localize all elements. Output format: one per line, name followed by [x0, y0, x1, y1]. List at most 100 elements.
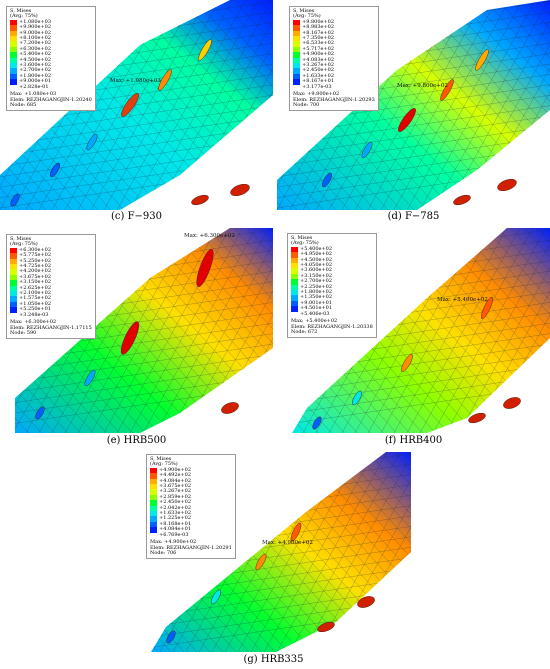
legend-swatch — [150, 467, 157, 474]
legend-value: +4.084e+02 — [159, 477, 192, 484]
legend-node: Node: 685 — [10, 101, 37, 108]
legend-title: S, Mises — [150, 456, 172, 462]
legend-value: +2.828e-01 — [19, 83, 49, 90]
rebar-body — [277, 0, 550, 210]
rebar-rib — [398, 108, 416, 132]
legend-value: +9.000e+01 — [19, 78, 52, 85]
legend-swatch — [10, 30, 17, 37]
legend-swatch — [150, 478, 157, 485]
legend-entry: +1.633e+02 — [150, 510, 232, 517]
legend-entry: +4.083e+02 — [293, 57, 375, 64]
legend-entry: +6.300e+02 — [10, 46, 92, 53]
legend-entry: +4.084e+02 — [150, 477, 232, 485]
legend-swatch — [10, 85, 17, 90]
legend-entry: +2.859e+02 — [150, 494, 232, 501]
legend-value: +6.533e+02 — [302, 40, 335, 47]
legend-value: +4.500e+02 — [19, 56, 52, 63]
legend-subtitle: (Avg: 75%) — [291, 240, 319, 247]
legend-swatch — [293, 63, 300, 69]
legend-max: Max: +6.300e+02 — [10, 319, 57, 326]
legend-entry: +9.000e+02 — [10, 30, 92, 37]
legend-swatch — [10, 285, 17, 292]
rebar-rib — [481, 296, 493, 320]
legend-node: Node: 706 — [150, 549, 177, 556]
legend-entry: +4.084e+01 — [150, 526, 232, 533]
legend-swatch — [291, 312, 298, 317]
legend-node: Node: 590 — [10, 329, 37, 336]
legend-swatch — [10, 307, 17, 313]
legend-value: +3.150e+02 — [19, 279, 52, 286]
legend-value: +1.800e+02 — [19, 72, 52, 79]
legend-value: +1.633e+02 — [159, 510, 192, 517]
legend-value: +2.100e+02 — [19, 290, 52, 297]
rebar-rib — [50, 162, 60, 178]
legend-entry: +4.725e+02 — [10, 263, 92, 270]
legend-e: S, Mises (Avg: 75%) +6.300e+02 +5.775e+02 +5… — [6, 234, 96, 340]
legend-entry: +4.950e+02 — [291, 251, 373, 258]
legend-value: +3.675e+02 — [19, 273, 52, 280]
legend-title: S, Mises — [10, 236, 32, 242]
legend-entry: +1.050e+02 — [10, 301, 92, 308]
rebar-rib — [120, 321, 140, 355]
legend-entry: +8.167e+02 — [293, 30, 375, 37]
legend-entry: +5.775e+02 — [10, 252, 92, 259]
rebar-rib — [468, 412, 486, 424]
legend-entry: +2.450e+02 — [293, 67, 375, 74]
legend-value: +2.450e+02 — [302, 67, 335, 74]
legend-value: +3.177e-03 — [302, 83, 332, 90]
legend-value: +4.200e+02 — [19, 268, 52, 275]
legend-value: +4.725e+02 — [19, 263, 52, 270]
caption-d: (d) F−785 — [387, 211, 440, 222]
legend-swatch — [10, 19, 17, 26]
legend-value: +8.167e+01 — [302, 78, 335, 85]
caption-e: (e) HRB500 — [106, 435, 167, 446]
legend-entry: +2.828e-01 — [10, 83, 92, 90]
legend-elem: Elem: REZHAGANGJIN-1.20240 — [10, 96, 92, 103]
legend-value: +9.800e+02 — [302, 18, 335, 25]
legend-entry: +3.600e+02 — [291, 267, 373, 274]
legend-entry: +2.042e+02 — [150, 505, 232, 512]
legend-value: +3.600e+02 — [300, 267, 333, 274]
rebar-body — [15, 228, 273, 433]
legend-entry: +3.267e+02 — [293, 62, 375, 69]
legend-title: S, Mises — [291, 235, 313, 241]
legend-f: S, Mises (Avg: 75%) +5.400e+02 +4.950e+02 +4… — [287, 233, 377, 339]
legend-swatch — [293, 68, 300, 74]
legend-entry: +3.267e+02 — [150, 489, 232, 495]
legend-swatch — [10, 52, 17, 58]
legend-swatch — [150, 505, 157, 512]
legend-value: +1.350e+02 — [300, 294, 333, 301]
legend-entry: +9.800e+02 — [293, 18, 375, 26]
legend-entry: +1.225e+02 — [150, 516, 232, 522]
legend-entry: +3.600e+02 — [10, 62, 92, 69]
rebar-rib — [497, 178, 517, 192]
legend-entry: +4.500e+02 — [10, 56, 92, 64]
rebar-rib — [84, 369, 96, 387]
legend-max: Max: +9.800e+02 — [293, 91, 340, 98]
legend-swatch — [291, 279, 298, 285]
legend-entry: +6.533e+02 — [293, 40, 375, 47]
legend-value: +5.406e-03 — [300, 310, 330, 317]
legend-entry: +5.250e+02 — [10, 258, 92, 265]
legend-swatch — [10, 63, 17, 69]
rebar-rib — [10, 193, 20, 207]
legend-swatch — [291, 252, 298, 258]
legend-swatch — [10, 25, 17, 31]
legend-entry: +4.200e+02 — [10, 268, 92, 275]
legend-swatch — [150, 489, 157, 495]
legend-value: +1.800e+02 — [300, 289, 333, 296]
rebar-rib — [35, 406, 45, 420]
legend-entry: +4.050e+02 — [291, 262, 373, 269]
legend-entry: +4.900e+02 — [150, 467, 232, 474]
legend-swatch — [10, 247, 17, 254]
rebar-rib — [121, 93, 139, 117]
legend-entry: +2.250e+02 — [291, 284, 373, 291]
legend-swatch — [291, 268, 298, 274]
legend-swatch — [150, 511, 157, 517]
legend-swatch — [150, 484, 157, 490]
legend-swatch — [291, 273, 298, 280]
legend-value: +8.168e+01 — [159, 520, 192, 527]
legend-swatch — [10, 36, 17, 42]
legend-swatch — [10, 253, 17, 259]
legend-entry: +5.400e+02 — [291, 246, 373, 253]
